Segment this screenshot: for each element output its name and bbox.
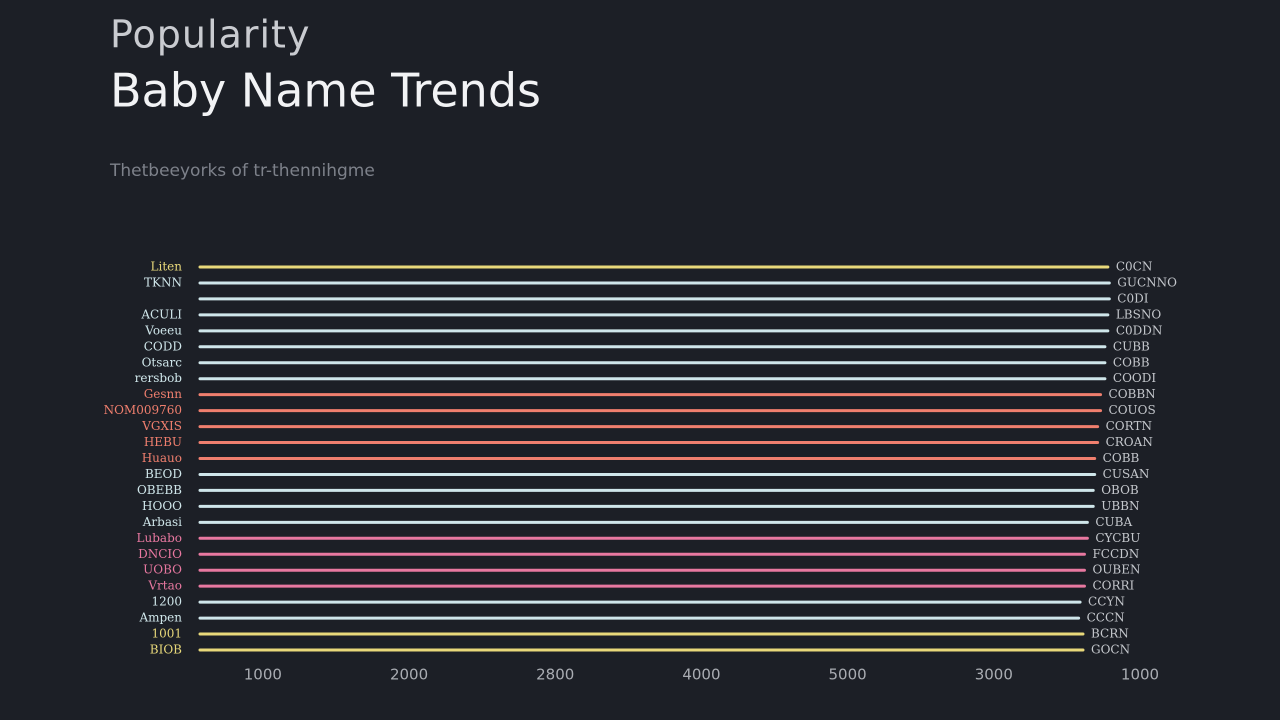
right-label: UBBN [1101,499,1139,513]
right-label: CORRI [1092,579,1134,593]
right-label: CUBA [1095,515,1132,529]
y-tick-label: DNCIO [138,547,182,561]
y-tick-label: BEOD [145,467,182,481]
right-label: FCCDN [1092,547,1139,561]
right-label: LBSNO [1116,307,1162,321]
right-label: COODI [1113,371,1156,385]
right-label: CUBB [1113,339,1150,353]
y-tick-label: NOM009760 [104,403,182,417]
y-tick-label: Lubabo [137,531,182,545]
y-tick-label: Huauo [142,451,182,465]
y-tick-label: UOBO [143,563,182,577]
x-tick-label: 5000 [829,666,867,684]
right-label: COBB [1103,451,1140,465]
y-tick-label: HOOO [142,499,182,513]
y-tick-label: Vrtao [147,579,182,593]
right-label: OBOB [1101,483,1139,497]
right-label: CROAN [1106,435,1153,449]
x-tick-label: 4000 [682,666,720,684]
y-tick-label: Voeeu [144,323,182,337]
y-tick-label: Gesnn [144,387,183,401]
y-tick-label: BIOB [150,643,182,657]
right-label: CORTN [1106,419,1152,433]
right-label: C0CN [1116,260,1153,274]
y-tick-label: TKNN [144,275,182,289]
y-tick-label: 1200 [151,595,182,609]
kicker: Popularity [110,13,310,57]
y-tick-label: rersbob [135,371,183,385]
subtitle: Thetbeeyorks of tr-thennihgme [109,161,375,181]
x-tick-label: 1000 [244,666,282,684]
right-label: COUOS [1109,403,1156,417]
right-label: CCCN [1087,611,1125,625]
y-tick-label: Ampen [138,611,182,625]
right-label: GUCNNO [1117,275,1177,289]
x-tick-label: 2000 [390,666,428,684]
right-label: BCRN [1091,627,1129,641]
y-tick-label: ACULI [140,307,182,321]
right-label: C0DDN [1116,323,1163,337]
y-tick-label: Liten [151,260,183,274]
x-tick-label: 2800 [536,666,574,684]
y-tick-label: HEBU [144,435,182,449]
y-tick-label: CODD [144,339,182,353]
y-tick-label: Otsarc [142,355,183,369]
right-label: CUSAN [1103,467,1150,481]
x-tick-label: 3000 [975,666,1013,684]
right-label: C0DI [1117,291,1148,305]
right-label: OUBEN [1092,563,1140,577]
x-tick-label: 1000 [1121,666,1159,684]
chart-title: Baby Name Trends [110,64,541,118]
right-label: COBBN [1109,387,1156,401]
y-tick-label: OBEBB [137,483,182,497]
right-label: CCYN [1088,595,1125,609]
y-tick-label: Arbasi [142,515,182,529]
y-tick-label: 1001 [151,627,182,641]
right-label: GOCN [1091,643,1130,657]
y-tick-label: VGXIS [141,419,182,433]
right-label: CYCBU [1095,531,1140,545]
right-label: COBB [1113,355,1150,369]
